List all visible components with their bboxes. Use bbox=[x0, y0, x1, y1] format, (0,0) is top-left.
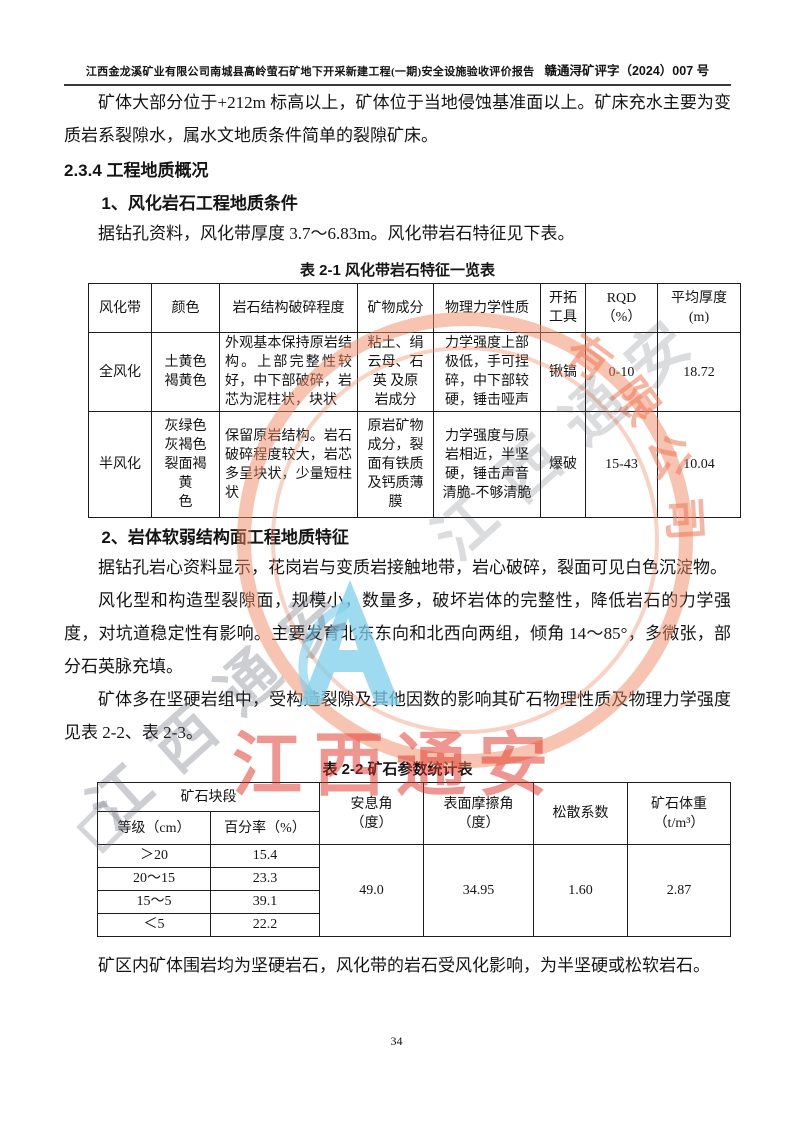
table-cell: 18.72 bbox=[657, 332, 741, 412]
table2-header-row-1: 矿石块段 安息角 （度） 表面摩擦角 （度） 松散系数 矿石体重 （t/m³） bbox=[97, 782, 731, 845]
table-cell: 灰绿色 灰褐色 裂面褐黄 色 bbox=[151, 411, 220, 518]
table1-header-cell: 矿物成分 bbox=[357, 283, 434, 333]
table-cell: 15.4 bbox=[210, 844, 320, 868]
table-cell: 10.04 bbox=[657, 411, 741, 518]
table-cell: 力学强度与原岩相近，半坚硬，锤击声音清脆-不够清脆 bbox=[433, 411, 541, 518]
table-cell: 粘土、绢 云母、石 英 及原 岩成分 bbox=[357, 332, 434, 412]
table-cell: ＞20 bbox=[97, 844, 211, 868]
table1-row-semi-weathered: 半风化 灰绿色 灰褐色 裂面褐黄 色 保留原岩结构。岩石破碎程度较大，岩芯多呈块… bbox=[88, 411, 741, 518]
table-cell-friction-angle: 34.95 bbox=[423, 844, 534, 937]
table1-header-cell: 平均厚度 (m) bbox=[657, 283, 741, 333]
table-cell: 20～15 bbox=[97, 867, 211, 891]
table-cell-repose-angle: 49.0 bbox=[319, 844, 424, 937]
table-cell: 爆破 bbox=[540, 411, 586, 518]
table-weathered-zone: 风化带 颜色 岩石结构破碎程度 矿物成分 物理力学性质 开拓 工具 RQD （%） … bbox=[88, 283, 741, 518]
table2-header-cell: 安息角 （度） bbox=[319, 782, 424, 845]
table2-data-row: 15～5 39.1 bbox=[97, 890, 731, 914]
paragraph-orebody: 矿体大部分位于+212m 标高以上，矿体位于当地侵蚀基准面以上。矿床充水主要为变… bbox=[64, 93, 731, 145]
page-content: 江西金龙溪矿业有限公司南城县高岭萤石矿地下开采新建工程(一期)安全设施验收评价报… bbox=[64, 60, 741, 975]
table2-subheader-cell: 等级（cm） bbox=[97, 811, 211, 845]
table-cell: 半风化 bbox=[88, 411, 152, 518]
table-cell: 23.3 bbox=[210, 867, 320, 891]
table-cell: 39.1 bbox=[210, 890, 320, 914]
table2-group-header: 矿石块段 bbox=[97, 782, 320, 812]
table1-header-cell: 颜色 bbox=[151, 283, 220, 333]
table2-header-cell: 矿石体重 （t/m³） bbox=[627, 782, 731, 845]
table-cell: 全风化 bbox=[88, 332, 152, 412]
table-cell-ore-density: 2.87 bbox=[627, 844, 731, 937]
table2-header-cell: 松散系数 bbox=[533, 782, 628, 845]
table-cell: ＜5 bbox=[97, 913, 211, 937]
table-cell: 22.2 bbox=[210, 913, 320, 937]
paragraph-surrounding-rock: 矿区内矿体围岩均为坚硬岩石，风化带的岩石受风化影响，为半坚硬或松软岩石。 bbox=[98, 956, 710, 975]
table1-header-cell: 开拓 工具 bbox=[540, 283, 586, 333]
page-number: 34 bbox=[390, 1034, 403, 1048]
table2-caption: 表 2-2 矿石参数统计表 bbox=[322, 761, 473, 778]
report-title: 江西金龙溪矿业有限公司南城县高岭萤石矿地下开采新建工程(一期)安全设施验收评价报… bbox=[85, 66, 535, 78]
table1-header-cell: 风化带 bbox=[88, 283, 152, 333]
table1-header-cell: 物理力学性质 bbox=[433, 283, 541, 333]
table1-header-cell: RQD （%） bbox=[585, 283, 658, 333]
table2-data-row: ＜5 22.2 bbox=[97, 913, 731, 937]
table2-data-row: 20～15 23.3 bbox=[97, 867, 731, 891]
table-cell: 原岩矿物 成分，裂 面有铁质 及钙质薄 膜 bbox=[357, 411, 434, 518]
table-cell-loose-coefficient: 1.60 bbox=[533, 844, 628, 937]
table-cell: 15-43 bbox=[585, 411, 658, 518]
table-cell: 土黄色 褐黄色 bbox=[151, 332, 220, 412]
table-ore-parameters: 矿石块段 安息角 （度） 表面摩擦角 （度） 松散系数 矿石体重 （t/m³） 等级（… bbox=[97, 782, 731, 937]
doc-number: 赣通浔矿评字（2024）007 号 bbox=[544, 64, 710, 78]
table-cell: 外观基本保持原岩结构。上部完整性较好，中下部破碎，岩芯为泥柱状，块状 bbox=[219, 332, 358, 412]
table-cell: 力学强度上部极低，手可捏碎，中下部较硬，锤击哑声 bbox=[433, 332, 541, 412]
table2-data-row: ＞20 15.4 49.0 34.95 1.60 2.87 bbox=[97, 844, 731, 937]
table-cell: 15～5 bbox=[97, 890, 211, 914]
paragraph-fissures: 风化型和构造型裂隙面，规模小，数量多，破坏岩体的完整性，降低岩石的力学强度，对坑… bbox=[64, 591, 731, 676]
paragraph-drillhole: 据钻孔资料，风化带厚度 3.7～6.83m。风化带岩石特征见下表。 bbox=[98, 224, 575, 243]
table1-row-full-weathered: 全风化 土黄色 褐黄色 外观基本保持原岩结构。上部完整性较好，中下部破碎，岩芯为… bbox=[88, 332, 741, 412]
table2-header-row-2: 等级（cm） 百分率（%） bbox=[97, 811, 731, 845]
table-cell: 0-10 bbox=[585, 332, 658, 412]
table1-header-row: 风化带 颜色 岩石结构破碎程度 矿物成分 物理力学性质 开拓 工具 RQD （%） … bbox=[88, 283, 741, 333]
table1-caption: 表 2-1 风化带岩石特征一览表 bbox=[299, 262, 496, 279]
page-header: 江西金龙溪矿业有限公司南城县高岭萤石矿地下开采新建工程(一期)安全设施验收评价报… bbox=[64, 60, 731, 79]
paragraph-hard-rock: 矿体多在坚硬岩组中，受构造裂隙及其他因数的影响其矿石物理性质及物理力学强度见表 … bbox=[64, 690, 731, 742]
paragraph-core-data: 据钻孔岩心资料显示，花岗岩与变质岩接触地带，岩心破碎，裂面可见白色沉淀物。 bbox=[98, 558, 727, 577]
heading-2-3-4: 2.3.4 工程地质概况 bbox=[64, 161, 209, 180]
heading-sub-1: 1、风化岩石工程地质条件 bbox=[101, 194, 298, 213]
table1-header-cell: 岩石结构破碎程度 bbox=[219, 283, 358, 333]
table-cell: 保留原岩结构。岩石破碎程度较大，岩芯多呈块状，少量短柱状 bbox=[219, 411, 358, 518]
table2-header-cell: 表面摩擦角 （度） bbox=[423, 782, 534, 845]
heading-sub-2: 2、岩体软弱结构面工程地质特征 bbox=[101, 528, 349, 547]
header-divider bbox=[64, 84, 731, 86]
table-cell: 锹镐 bbox=[540, 332, 586, 412]
table2-subheader-cell: 百分率（%） bbox=[210, 811, 320, 845]
